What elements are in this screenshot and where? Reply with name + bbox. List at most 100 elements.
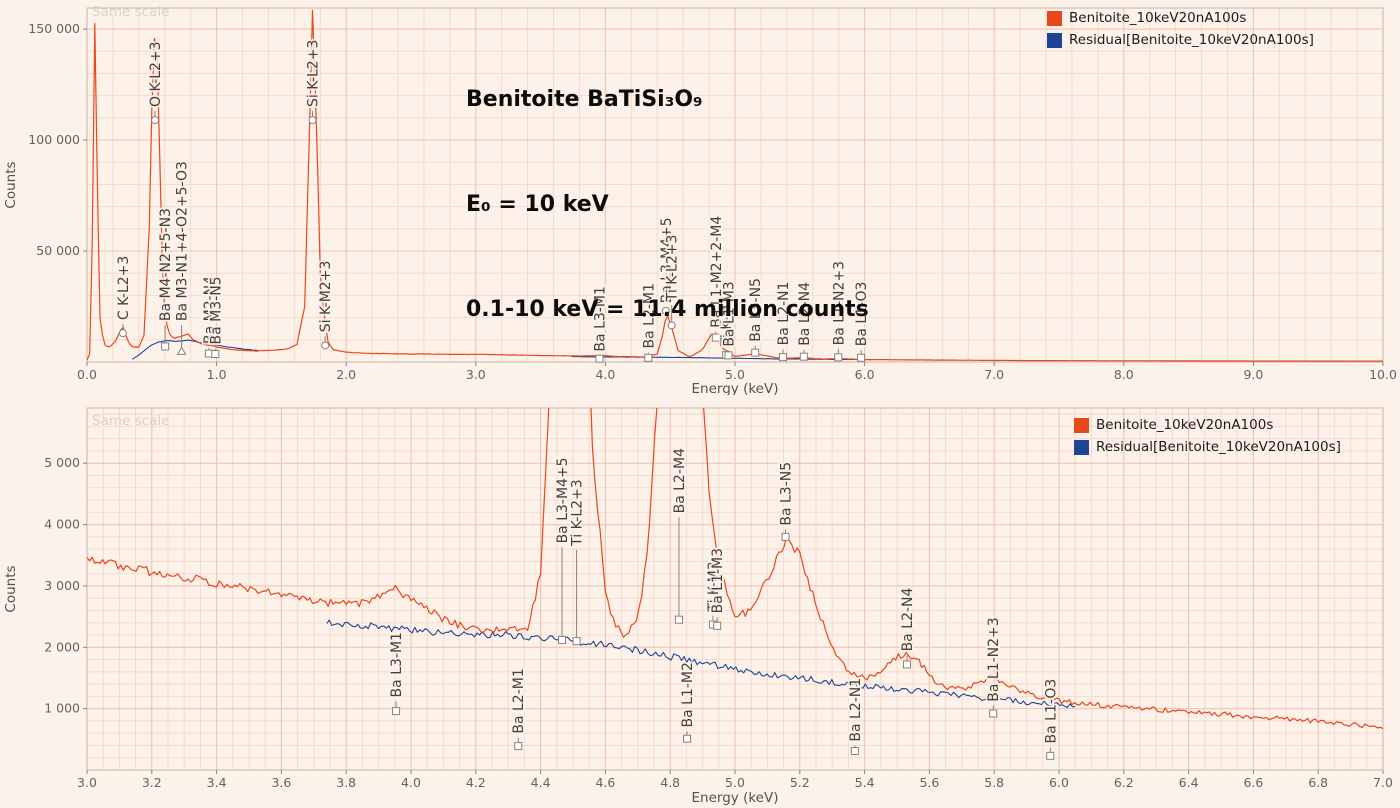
legend-item-spectrum: Benitoite_10keV20nA100s [1074,417,1341,433]
peak-marker-icon [667,321,676,330]
legend-top: Benitoite_10keV20nA100s Residual[Benitoi… [1047,10,1314,48]
peak-label-text: Ba L1-M2 [680,662,696,727]
x-tick-label: 9.0 [1243,367,1263,382]
x-tick-label: 6.2 [1114,775,1134,790]
x-tick-label: 8.0 [1114,367,1134,382]
y-axis: 1 000 2 000 3 000 4 000 5 000 [44,455,87,716]
peak-label-si-k-m2-3: Si K-M2+3 [316,259,336,350]
legend-label-spectrum: Benitoite_10keV20nA100s [1069,10,1247,26]
x-tick-label: 6.4 [1179,775,1199,790]
peak-marker-icon [514,742,523,751]
peak-label-ba-l2-n4: Ba L2-N4 [795,280,815,361]
x-tick-label: 4.4 [531,775,551,790]
peak-label-text: Si K-M2+3 [318,261,334,333]
peak-marker-icon [644,353,653,362]
peak-label-text: Ba M4-N2+5-N3 [158,208,174,321]
full-spectrum-chart-canvas[interactable]: 0.0 1.0 2.0 3.0 4.0 5.0 6.0 7.0 8.0 9.0 10.0 50 000… [0,0,1400,395]
peak-label-ti-k-m3: Ti K-M3 [704,559,724,629]
peak-marker-icon [903,660,912,669]
panel-background [0,395,1400,808]
y-tick-label: 3 000 [44,578,80,593]
x-tick-label: 3.0 [77,775,97,790]
peak-label-text: Ba L2-N1 [776,282,792,346]
peak-label-text: Ba L3-N5 [779,462,795,526]
x-axis: 3.0 3.2 3.4 3.6 3.8 4.0 4.2 4.4 4.6 4.8 5.0 5.2 5.4 5… [77,770,1393,790]
legend-swatch-residual [1074,439,1089,455]
peak-label-ba-m4-n2-5-n3: Ba M4-N2+5-N3 [156,206,176,351]
peak-label-text: Ba L3-M1 [592,286,608,351]
peak-label-text: Ti K-L2+3 [665,235,681,303]
y-tick-label: 50 000 [36,243,80,258]
peak-marker-icon [321,341,330,350]
peak-label-ba-l1-n2-3: Ba L1-N2+3 [984,615,1004,718]
x-tick-label: 3.0 [466,367,486,382]
peak-label-ba-l3-n5: Ba L3-N5 [777,460,797,541]
x-tick-label: 6.0 [1049,775,1069,790]
y-tick-label: 1 000 [44,701,80,716]
peak-label-c-k-l2-3: C K-L2+3 [114,254,134,338]
grid-lines [86,8,1384,363]
peak-marker-icon [989,709,998,718]
series-residual-benitoite-10kev20na100s [326,619,1076,709]
legend-label-residual: Residual[Benitoite_10keV20nA100s] [1069,32,1314,48]
grid-lines [86,408,1384,771]
x-tick-label: 7.0 [984,367,1004,382]
peak-label-si-k-l2-3: Si K-L2+3 [304,38,324,125]
x-tick-label: 6.6 [1243,775,1263,790]
peak-marker-icon [724,351,733,360]
peak-label-text: Ti K-M3 [706,561,722,612]
x-tick-label: 3.2 [142,775,162,790]
x-tick-label: 6.8 [1308,775,1328,790]
legend-item-residual: Residual[Benitoite_10keV20nA100s] [1047,32,1314,48]
peak-label-text: Si K-L2+3 [306,40,322,107]
x-tick-label: 4.2 [466,775,486,790]
peak-marker-icon [711,333,720,342]
x-tick-label: 7.0 [1373,775,1393,790]
peak-label-text: Ti K-L2+3 [570,479,586,547]
peak-label-o-k-l2-3: O K-L2+3 [146,39,166,125]
peak-label-ba-l1-m2-2-m4: Ba L1-M2+2-M4 [707,214,727,342]
x-tick-label: 3.6 [271,775,291,790]
legend-swatch-spectrum [1047,10,1062,26]
peak-marker-icon [572,637,581,646]
panel-zoom-spectrum: 3.0 3.2 3.4 3.6 3.8 4.0 4.2 4.4 4.6 4.8 5.0 5.2 5.4 5… [0,395,1400,808]
series-residual-benitoite-10kev20na100s [132,339,259,360]
legend-bottom: Benitoite_10keV20nA100s Residual[Benitoi… [1074,417,1341,455]
x-tick-label: 1.0 [207,367,227,382]
legend-item-residual: Residual[Benitoite_10keV20nA100s] [1074,439,1341,455]
annotation-composition: Benitoite BaTiSi₃O₉ [466,87,703,112]
x-tick-label: 5.4 [855,775,875,790]
y-tick-label: 100 000 [28,132,80,147]
x-tick-label: 5.6 [919,775,939,790]
peak-marker-icon [661,306,670,315]
x-axis-label: Energy (keV) [692,790,779,806]
y-axis: 50 000 100 000 150 000 [28,21,87,258]
peak-marker-icon [204,349,213,358]
legend-swatch-residual [1047,32,1062,48]
peak-label-text: Ba L2-N4 [797,282,813,346]
peak-labels: Ba L3-M1 Ba L2-M1 Ba L3-M4+5Ti K-L2+3 Ba L2… [387,446,1061,760]
peak-marker-icon [392,707,401,716]
peak-label-text: O K-L2+3 [148,41,164,107]
peak-label-text: Ba L3-M1 [389,632,405,697]
peak-marker-icon [151,116,160,125]
x-tick-label: 10.0 [1369,367,1397,382]
peak-label-ba-l1-o3: Ba L1-O3 [1041,677,1061,760]
peak-marker-icon [799,352,808,361]
peak-label-text: Ba L1-O3 [1043,679,1059,744]
peak-label-text: Ba L3-M4+5 [659,217,675,303]
legend-label-residual: Residual[Benitoite_10keV20nA100s] [1096,439,1341,455]
x-tick-label: 4.8 [660,775,680,790]
annotation-block: Benitoite BaTiSi₃O₉ E₀ = 10 keV 0.1-10 k… [466,12,869,395]
zoom-spectrum-chart-canvas[interactable]: 3.0 3.2 3.4 3.6 3.8 4.0 4.2 4.4 4.6 4.8 5.0 5.2 5.4 5… [0,395,1400,808]
peak-marker-icon [1046,751,1055,760]
x-tick-label: 5.2 [790,775,810,790]
peak-label-text: Ba L2-M1 [641,283,657,348]
x-tick-label: 2.0 [336,367,356,382]
peak-label-text: Ba L1-N2+3 [986,617,1002,701]
x-tick-label: 0.0 [77,367,97,382]
peak-label-ti-k-l2-3: Ti K-L2+3 [568,477,588,646]
peak-label-text: Ba L1-N2+3 [831,261,847,345]
peak-label-ba-l3-m1: Ba L3-M1 [590,284,610,363]
